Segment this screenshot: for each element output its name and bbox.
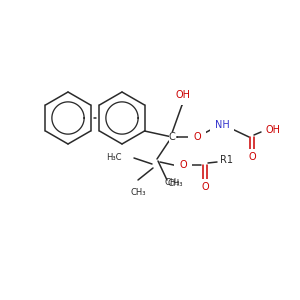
Text: C: C: [169, 132, 176, 142]
Text: OH: OH: [176, 90, 190, 100]
Text: O: O: [179, 160, 187, 170]
Text: CH₃: CH₃: [167, 179, 183, 188]
Text: O: O: [201, 182, 209, 192]
Text: O: O: [193, 132, 201, 142]
Text: NH: NH: [214, 120, 230, 130]
Text: CH₃: CH₃: [130, 188, 146, 197]
Text: CH₃: CH₃: [164, 178, 180, 187]
Text: OH: OH: [265, 125, 280, 135]
Text: H₃C: H₃C: [106, 152, 122, 161]
Text: ·: ·: [175, 131, 179, 145]
Text: O: O: [248, 152, 256, 162]
Text: R1: R1: [220, 155, 233, 165]
